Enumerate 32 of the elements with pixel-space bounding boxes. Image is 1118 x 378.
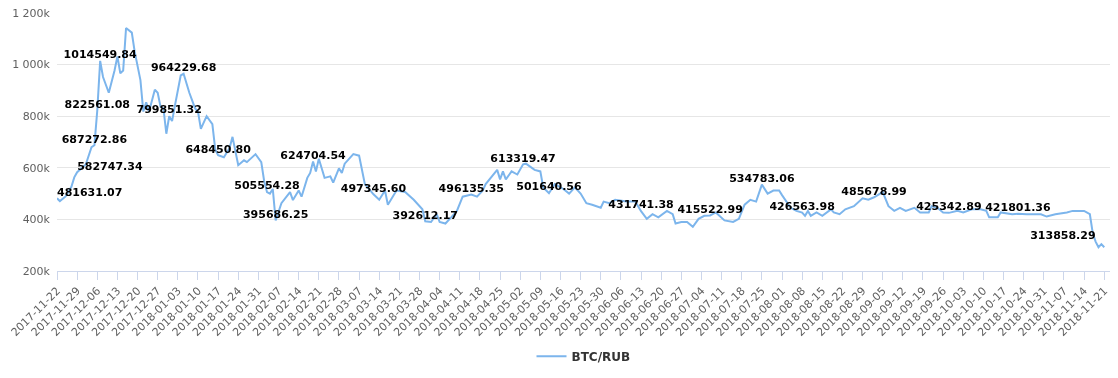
line-series xyxy=(57,26,1106,249)
data-label: 822561.08 xyxy=(64,97,130,111)
data-label: 431741.38 xyxy=(608,198,674,212)
data-label: 392612.17 xyxy=(392,208,458,222)
y-tick-label: 400k xyxy=(22,213,51,227)
data-label: 313858.29 xyxy=(1030,228,1096,242)
data-label: 485678.99 xyxy=(841,184,907,198)
data-label: 425342.89 xyxy=(916,200,982,214)
data-label: 395686.25 xyxy=(242,207,309,221)
data-label: 582747.34 xyxy=(77,159,143,173)
data-label: 501640.56 xyxy=(516,180,583,194)
data-label: 624704.54 xyxy=(280,148,347,162)
data-label: 421801.36 xyxy=(985,201,1051,215)
data-label: 497345.60 xyxy=(340,181,407,195)
data-label: 481631.07 xyxy=(57,185,123,199)
data-label: 496135.35 xyxy=(438,181,505,195)
data-label: 799851.32 xyxy=(136,103,202,117)
y-tick-label: 200k xyxy=(22,264,51,278)
y-tick-label: 1 000k xyxy=(12,58,51,72)
data-label: 426563.98 xyxy=(769,199,835,213)
data-label: 687272.86 xyxy=(61,132,128,146)
legend-label: BTC/RUB xyxy=(571,349,631,364)
data-label: 648450.80 xyxy=(185,142,252,156)
data-label: 964229.68 xyxy=(150,61,217,75)
data-label: 1014549.84 xyxy=(63,48,138,62)
data-label: 415522.99 xyxy=(677,202,743,216)
y-tick-label: 600k xyxy=(22,161,51,175)
data-label: 613319.47 xyxy=(490,151,556,165)
data-label: 505554.28 xyxy=(234,179,300,193)
data-label: 534783.06 xyxy=(729,171,795,185)
y-tick-label: 800k xyxy=(22,110,51,124)
y-tick-label: 1 200k xyxy=(12,6,51,20)
